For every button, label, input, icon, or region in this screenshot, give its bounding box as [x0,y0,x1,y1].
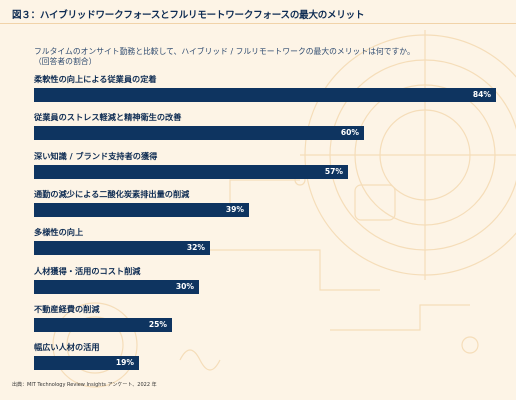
bar: 32% [34,241,210,256]
bar-label: 人材獲得・活用のコスト削減 [34,265,141,276]
bar-value-label: 30% [175,281,194,291]
bar: 84% [34,88,496,102]
bar-label: 多様性の向上 [34,227,84,238]
bar-label: 幅広い人材の活用 [34,342,100,353]
bar-value-label: 39% [225,204,244,214]
survey-question-note: （回答者の割合） [34,57,97,66]
survey-question-text: フルタイムのオンサイト勤務と比較して、ハイブリッド / フルリモートワークの最大… [34,47,415,56]
bar: 39% [34,202,249,217]
bar-label: 不動産経費の削減 [34,303,100,314]
bar-value-label: 57% [324,166,343,176]
bar: 30% [34,279,199,294]
bar: 57% [34,164,348,179]
bar-label: 従業員のストレス軽減と精神衛生の改善 [34,112,182,123]
bar-value-label: 84% [472,90,491,99]
title-divider [0,23,516,24]
bar-label: 深い知識 / ブランド支持者の獲得 [34,150,158,161]
bar-value-label: 19% [115,358,134,368]
bar: 25% [34,317,172,332]
bar: 60% [34,126,364,141]
bar: 19% [34,356,139,371]
bar-value-label: 25% [148,319,167,329]
bar-value-label: 32% [186,243,205,253]
survey-question: フルタイムのオンサイト勤務と比較して、ハイブリッド / フルリモートワークの最大… [34,47,494,67]
bar-value-label: 60% [340,128,359,138]
figure-title: 図３：ハイブリッドワークフォースとフルリモートワークフォースの最大のメリット [12,10,365,21]
bar-label: 通勤の減少による二酸化炭素排出量の削減 [34,188,190,199]
bar-label: 柔軟性の向上による従業員の定着 [34,74,157,84]
source-note: 出典：MIT Technology Review Insights アンケート、… [12,382,157,388]
